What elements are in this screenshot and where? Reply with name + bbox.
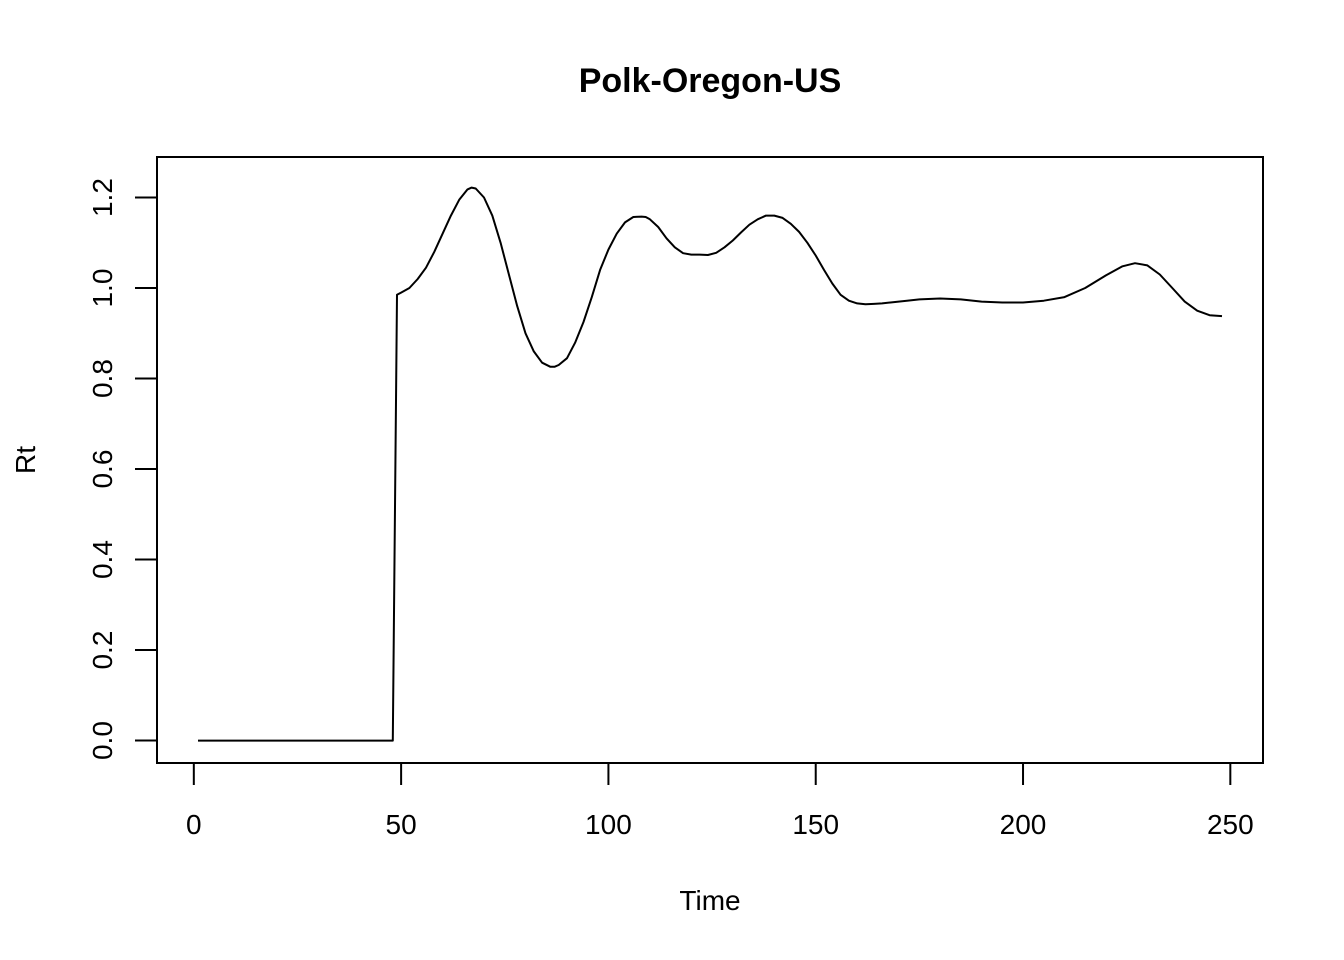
x-tick-label: 250	[1207, 809, 1254, 840]
y-tick-label: 0.2	[87, 631, 118, 670]
x-tick-label: 150	[792, 809, 839, 840]
y-tick-label: 0.6	[87, 450, 118, 489]
y-axis: 0.0 0.2 0.4 0.6 0.8 1.0 1.2	[87, 178, 158, 760]
y-tick-label: 0.4	[87, 540, 118, 579]
y-tick-label: 1.0	[87, 269, 118, 308]
y-axis-label: Rt	[10, 446, 41, 474]
x-tick-label: 100	[585, 809, 632, 840]
x-tick-label: 50	[386, 809, 417, 840]
y-tick-label: 1.2	[87, 178, 118, 217]
plot-area-frame	[156, 156, 1264, 764]
series-layer	[198, 186, 1223, 742]
x-axis-label: Time	[679, 885, 740, 916]
x-tick-label: 0	[186, 809, 202, 840]
x-tick-label: 200	[1000, 809, 1047, 840]
y-tick-label: 0.8	[87, 359, 118, 398]
chart-title: Polk-Oregon-US	[579, 62, 842, 100]
rt-series-line	[198, 186, 1223, 742]
x-axis: 0 50 100 150 200 250	[186, 762, 1254, 840]
y-tick-label: 0.0	[87, 721, 118, 760]
